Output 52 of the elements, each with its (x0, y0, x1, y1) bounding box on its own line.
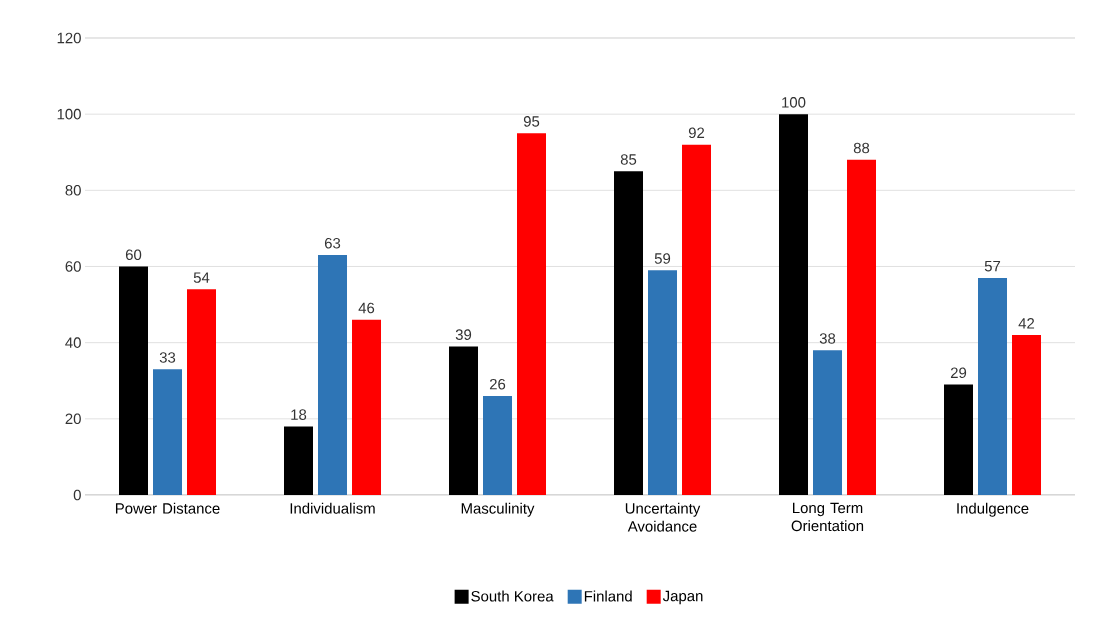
x-tick-label: Long Term Orientation (791, 502, 864, 532)
bar (1012, 335, 1041, 495)
bar (779, 114, 808, 495)
data-label: 92 (688, 127, 705, 139)
data-label: 26 (489, 378, 506, 390)
legend-label: Finland (584, 590, 632, 602)
data-label: 33 (159, 352, 176, 363)
bar (614, 171, 643, 495)
data-label: 46 (358, 302, 375, 314)
bar (847, 159, 876, 495)
x-tick-label: Individualism (290, 502, 375, 514)
y-tick-label: 60 (65, 261, 81, 272)
data-label: 95 (523, 116, 540, 127)
legend-label: South Korea (471, 590, 554, 602)
bar (978, 277, 1007, 495)
data-label: 100 (782, 97, 806, 108)
bar (318, 255, 347, 495)
bar (449, 346, 478, 495)
data-label: 63 (324, 237, 341, 249)
bar (483, 395, 512, 495)
data-label: 39 (455, 329, 472, 340)
bar (682, 144, 711, 495)
bar (284, 426, 313, 495)
data-label: 57 (984, 260, 1001, 272)
data-label: 85 (620, 154, 637, 165)
bar (153, 369, 182, 495)
legend-label: Japan (662, 590, 703, 605)
y-tick-label: 0 (73, 489, 81, 501)
y-tick-label: 20 (65, 413, 81, 425)
data-label: 60 (125, 249, 142, 260)
x-tick-label: Uncertainty Avoidance (625, 502, 701, 532)
bar (187, 289, 216, 495)
bar (648, 270, 677, 495)
bar (944, 384, 973, 495)
y-tick-label: 120 (57, 32, 81, 44)
data-label: 18 (291, 409, 307, 420)
bar (813, 350, 842, 495)
data-label: 54 (193, 272, 210, 283)
data-label: 59 (654, 253, 671, 264)
bar (517, 133, 546, 495)
x-tick-label: Indulgence (957, 502, 1029, 517)
data-label: 42 (1018, 318, 1035, 329)
data-label: 88 (853, 142, 870, 154)
y-tick-label: 80 (65, 185, 81, 196)
bar (352, 319, 381, 495)
data-label: 29 (950, 367, 967, 379)
x-tick-label: Masculinity (461, 502, 535, 517)
y-tick-label: 40 (65, 337, 81, 348)
y-tick-label: 100 (57, 108, 81, 120)
data-label: 38 (819, 333, 836, 344)
bar (119, 266, 148, 495)
x-tick-label: Power Distance (115, 502, 220, 514)
